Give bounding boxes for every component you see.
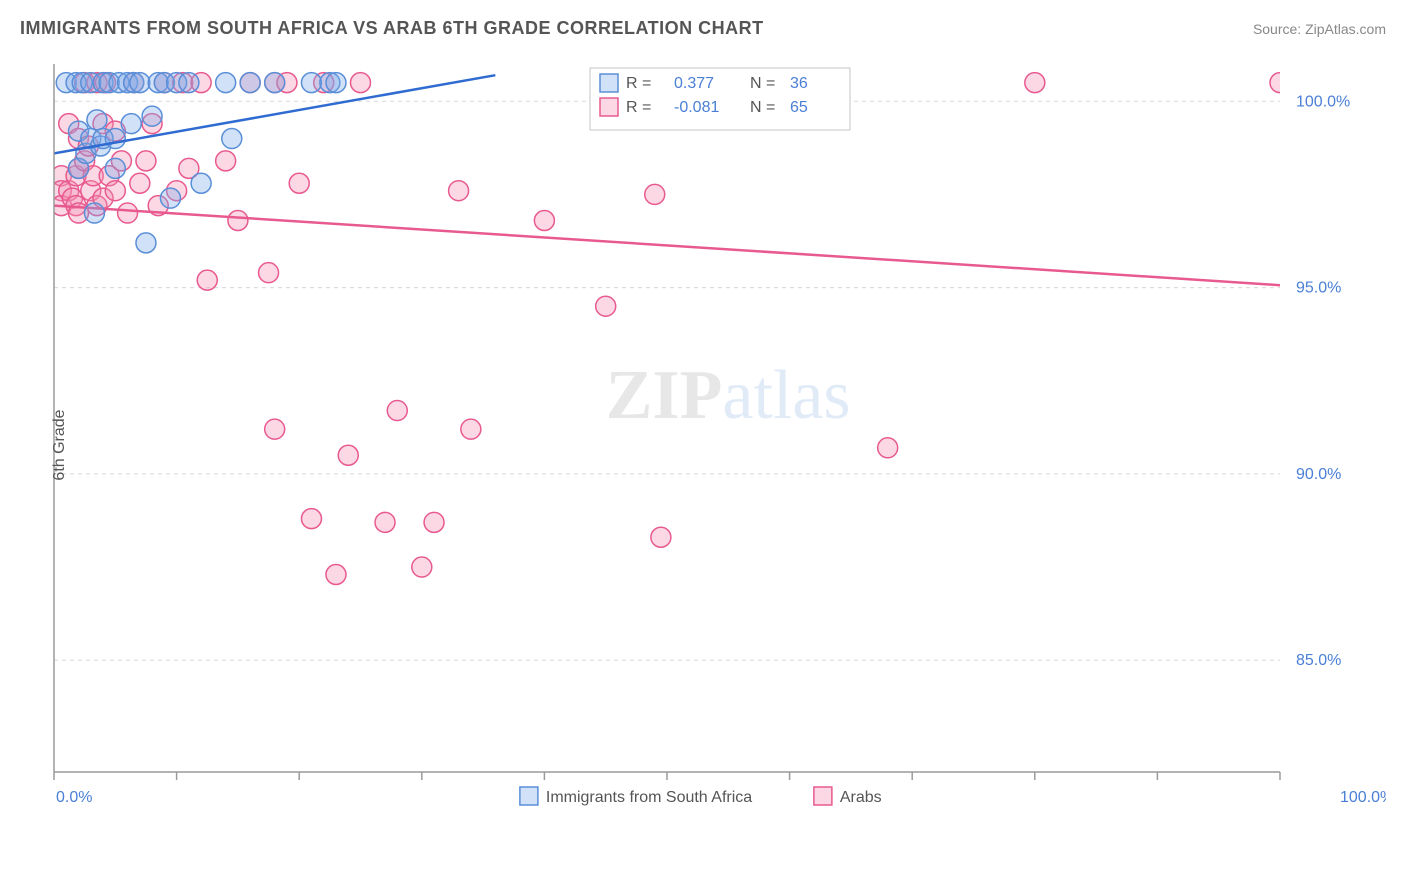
stats-swatch-arabs (600, 98, 618, 116)
data-point-arabs (197, 270, 217, 290)
stats-r-label: R = (626, 75, 651, 92)
chart-title: IMMIGRANTS FROM SOUTH AFRICA VS ARAB 6TH… (20, 18, 764, 39)
data-point-south_africa (222, 129, 242, 149)
trend-line-arabs (54, 206, 1317, 288)
stats-n-label: N = (750, 75, 775, 92)
data-point-south_africa (121, 114, 141, 134)
data-point-arabs (118, 203, 138, 223)
data-point-arabs (228, 211, 248, 231)
stats-n-value-arabs: 65 (790, 99, 808, 116)
data-point-south_africa (130, 73, 150, 93)
data-point-arabs (1025, 73, 1045, 93)
data-point-arabs (375, 512, 395, 532)
data-point-arabs (338, 445, 358, 465)
legend-label-arabs: Arabs (840, 789, 882, 806)
source-attribution: Source: ZipAtlas.com (1253, 21, 1386, 37)
data-point-arabs (878, 438, 898, 458)
data-point-arabs (351, 73, 371, 93)
watermark: ZIPatlas (606, 357, 851, 434)
data-point-south_africa (105, 129, 125, 149)
data-point-south_africa (160, 188, 180, 208)
x-tick-label: 0.0% (56, 789, 92, 806)
data-point-south_africa (87, 110, 107, 130)
data-point-arabs (1270, 73, 1290, 93)
data-point-arabs (651, 527, 671, 547)
x-tick-label: 100.0% (1340, 789, 1386, 806)
stats-n-label: N = (750, 99, 775, 116)
data-point-south_africa (265, 73, 285, 93)
data-point-arabs (265, 419, 285, 439)
data-point-arabs (461, 419, 481, 439)
data-point-arabs (289, 173, 309, 193)
data-point-south_africa (191, 173, 211, 193)
data-point-arabs (136, 151, 156, 171)
data-point-arabs (326, 565, 346, 585)
y-tick-label: 90.0% (1296, 466, 1341, 483)
data-point-arabs (301, 509, 321, 529)
y-tick-label: 85.0% (1296, 652, 1341, 669)
legend-label-south_africa: Immigrants from South Africa (546, 789, 752, 806)
data-point-arabs (645, 184, 665, 204)
chart-container: 6th Grade 85.0% 90.0% 95.0% 100.0% ZIPatlas 0… (50, 60, 1386, 830)
data-point-arabs (259, 263, 279, 283)
y-tick-label: 95.0% (1296, 280, 1341, 297)
data-point-arabs (424, 512, 444, 532)
data-point-south_africa (240, 73, 260, 93)
data-point-south_africa (301, 73, 321, 93)
source-prefix: Source: (1253, 21, 1305, 37)
legend-swatch-south_africa (520, 787, 538, 805)
y-tick-label: 100.0% (1296, 93, 1350, 110)
source-name: ZipAtlas.com (1305, 21, 1386, 37)
data-point-south_africa (84, 203, 104, 223)
data-point-arabs (449, 181, 469, 201)
data-point-south_africa (142, 106, 162, 126)
data-point-south_africa (216, 73, 236, 93)
data-point-south_africa (179, 73, 199, 93)
legend-swatch-arabs (814, 787, 832, 805)
data-point-arabs (534, 211, 554, 231)
data-point-south_africa (105, 158, 125, 178)
y-axis-label: 6th Grade (51, 409, 69, 480)
data-point-arabs (105, 181, 125, 201)
data-point-arabs (216, 151, 236, 171)
stats-n-value-south_africa: 36 (790, 75, 808, 92)
scatter-plot: 85.0% 90.0% 95.0% 100.0% ZIPatlas 0.0% 100.0% R… (50, 60, 1386, 830)
data-point-south_africa (136, 233, 156, 253)
stats-r-label: R = (626, 99, 651, 116)
stats-r-value-south_africa: 0.377 (674, 75, 714, 92)
data-point-arabs (387, 401, 407, 421)
stats-r-value-arabs: -0.081 (674, 99, 719, 116)
data-point-arabs (130, 173, 150, 193)
data-point-south_africa (326, 73, 346, 93)
data-point-arabs (596, 296, 616, 316)
data-point-arabs (412, 557, 432, 577)
stats-swatch-south_africa (600, 74, 618, 92)
